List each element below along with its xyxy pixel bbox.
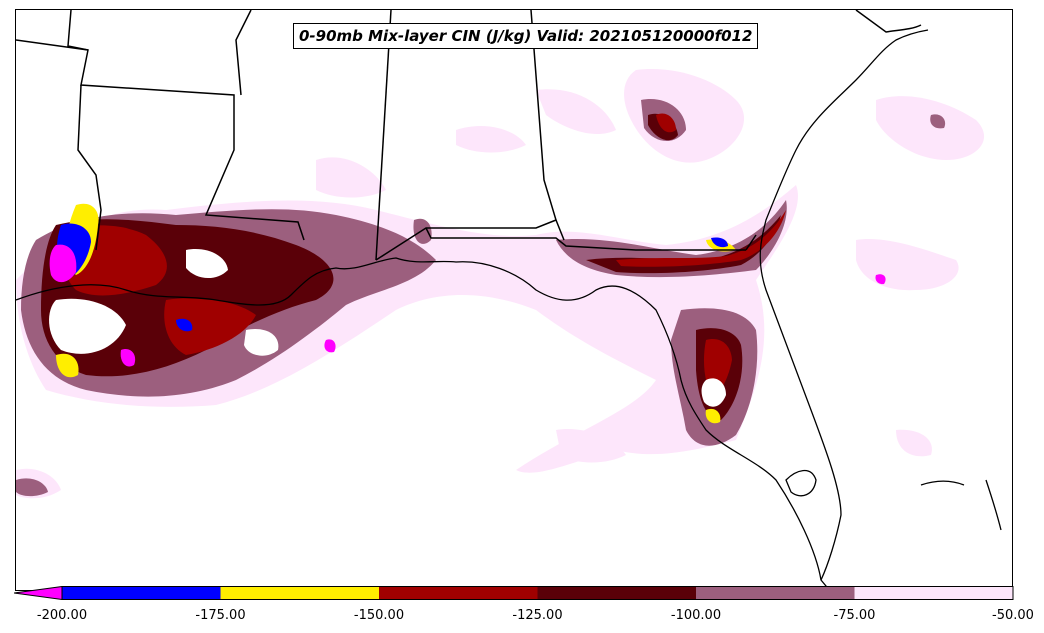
coastline: [16, 29, 1002, 590]
colorbar-tick-label: -100.00: [670, 608, 722, 623]
colorbar-tick-label: -200.00: [36, 608, 88, 623]
colorbar-bin: [379, 586, 538, 600]
colorbar-tick-label: -50.00: [992, 608, 1034, 623]
colorbar-tick-label: -175.00: [195, 608, 246, 623]
state-boundaries: [16, 10, 922, 261]
colorbar-outline: [61, 586, 1014, 600]
map-panel: 0-90mb Mix-layer CIN (J/kg) Valid: 20210…: [15, 9, 1013, 591]
colorbar: [14, 586, 1014, 600]
colorbar-bin: [62, 586, 221, 600]
chart-title: 0-90mb Mix-layer CIN (J/kg) Valid: 20210…: [293, 23, 759, 49]
colorbar-tick-label: -75.00: [833, 608, 876, 623]
colorbar-bin: [220, 586, 379, 600]
colorbar-bin: [696, 586, 855, 600]
colorbar-tick-label: -125.00: [512, 608, 563, 623]
colorbar-bin: [854, 586, 1013, 600]
clear-areas: [49, 249, 726, 407]
cin-map: [16, 10, 1002, 590]
colorbar-extend-min: [14, 586, 63, 600]
colorbar-bin: [537, 586, 696, 600]
colorbar-tick-label: -150.00: [353, 608, 405, 623]
cin-band-lt-200: [49, 244, 886, 367]
colorbar-bins: [14, 586, 1013, 600]
